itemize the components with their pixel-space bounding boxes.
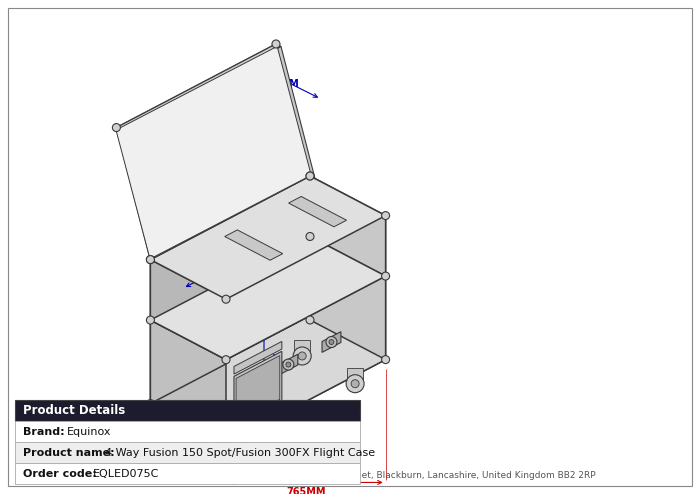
Text: 90MM: 90MM: [266, 286, 299, 296]
Circle shape: [225, 438, 243, 456]
Circle shape: [272, 40, 280, 48]
Text: EQLED075C: EQLED075C: [93, 468, 160, 479]
Text: Product name:: Product name:: [23, 448, 115, 457]
Text: 4 Way Fusion 150 Spot/Fusion 300FX Flight Case: 4 Way Fusion 150 Spot/Fusion 300FX Fligh…: [105, 448, 375, 457]
Text: 45MM: 45MM: [267, 79, 300, 89]
Circle shape: [172, 411, 190, 428]
Circle shape: [298, 352, 306, 360]
Polygon shape: [347, 368, 363, 380]
Text: 755MM: 755MM: [218, 193, 258, 203]
Circle shape: [177, 415, 185, 423]
Circle shape: [382, 211, 390, 220]
Polygon shape: [150, 176, 386, 299]
Polygon shape: [226, 215, 386, 360]
Circle shape: [113, 124, 120, 131]
Circle shape: [146, 316, 155, 324]
Circle shape: [286, 362, 291, 367]
Text: Brand:: Brand:: [23, 426, 64, 437]
Circle shape: [326, 336, 337, 347]
Bar: [15, 442, 360, 463]
Text: 360MM: 360MM: [273, 351, 283, 391]
Circle shape: [306, 172, 314, 180]
Polygon shape: [310, 176, 386, 276]
Polygon shape: [225, 230, 283, 260]
Circle shape: [283, 359, 294, 370]
Circle shape: [382, 356, 390, 364]
Polygon shape: [150, 260, 226, 360]
Circle shape: [146, 400, 155, 408]
Circle shape: [230, 443, 238, 451]
Polygon shape: [288, 197, 346, 227]
Polygon shape: [310, 237, 386, 360]
Polygon shape: [322, 331, 341, 352]
Circle shape: [146, 255, 155, 264]
Polygon shape: [150, 237, 310, 404]
Text: 55MM: 55MM: [166, 126, 193, 159]
Bar: [15, 421, 360, 442]
Polygon shape: [234, 341, 282, 374]
Polygon shape: [150, 320, 226, 443]
Circle shape: [382, 272, 390, 280]
Circle shape: [222, 356, 230, 364]
Circle shape: [351, 380, 359, 388]
Bar: [15, 400, 360, 421]
Text: Prolight Concepts (UK) Ltd, Lumen House, Stancliffe Street, Blackburn, Lancashir: Prolight Concepts (UK) Ltd, Lumen House,…: [105, 470, 595, 480]
Polygon shape: [276, 44, 315, 179]
Bar: [15, 463, 360, 484]
Polygon shape: [226, 276, 386, 443]
Circle shape: [306, 316, 314, 324]
Text: Equinox: Equinox: [67, 426, 111, 437]
Polygon shape: [173, 404, 189, 415]
Polygon shape: [116, 44, 281, 130]
Polygon shape: [236, 356, 280, 422]
Circle shape: [329, 339, 334, 344]
Polygon shape: [150, 176, 310, 320]
Circle shape: [293, 347, 312, 365]
Polygon shape: [116, 44, 310, 260]
Text: 195MM: 195MM: [230, 253, 270, 263]
Circle shape: [222, 439, 230, 447]
Circle shape: [306, 233, 314, 241]
Text: 765MM: 765MM: [286, 488, 326, 494]
Circle shape: [146, 255, 155, 264]
Polygon shape: [150, 320, 386, 443]
Polygon shape: [226, 431, 241, 443]
Polygon shape: [234, 351, 282, 426]
Text: 307MM: 307MM: [209, 247, 248, 257]
Circle shape: [222, 295, 230, 303]
Circle shape: [346, 374, 364, 393]
Text: Order code:: Order code:: [23, 468, 97, 479]
Text: 432MM: 432MM: [202, 443, 242, 469]
Text: Product Details: Product Details: [23, 404, 125, 417]
Polygon shape: [279, 354, 298, 375]
Circle shape: [306, 172, 314, 180]
Text: 370MM: 370MM: [255, 228, 265, 268]
Polygon shape: [116, 46, 312, 259]
Polygon shape: [150, 237, 386, 360]
Polygon shape: [294, 340, 310, 352]
